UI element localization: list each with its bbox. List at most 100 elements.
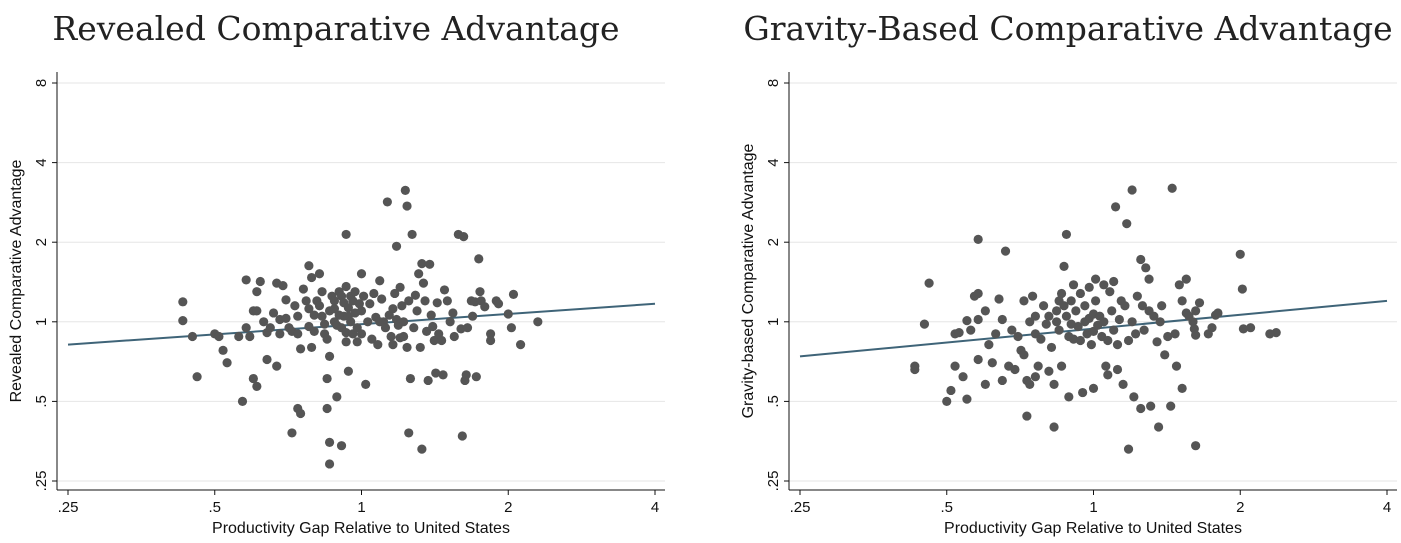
data-point — [1136, 403, 1146, 414]
data-point — [448, 308, 458, 318]
data-point — [234, 331, 244, 342]
data-point — [388, 339, 398, 350]
data-point — [214, 331, 224, 342]
data-point — [343, 303, 354, 313]
data-point — [449, 331, 459, 342]
y-axis-label: Revealed Comparative Advantage — [8, 159, 25, 402]
data-point — [324, 351, 335, 361]
data-point — [475, 287, 485, 297]
data-point — [1066, 296, 1076, 306]
data-point — [298, 284, 308, 294]
data-point — [1044, 311, 1054, 321]
data-point — [1091, 296, 1101, 306]
data-point — [1136, 254, 1146, 265]
data-point — [980, 306, 990, 316]
data-point — [485, 329, 496, 339]
data-point — [1105, 287, 1115, 297]
data-point — [1049, 422, 1059, 432]
data-point — [942, 396, 952, 406]
data-point — [293, 329, 303, 339]
x-tick-label: .25 — [58, 499, 79, 516]
y-tick-label: 4 — [765, 158, 782, 166]
y-axis-label: Gravity-based Comparative Advantage — [740, 143, 757, 418]
data-point — [259, 317, 269, 327]
data-point — [1019, 296, 1029, 306]
data-point — [1120, 301, 1130, 311]
data-point — [367, 334, 377, 344]
data-point — [1103, 335, 1113, 346]
data-point — [1051, 306, 1062, 316]
data-point — [222, 358, 232, 368]
data-point — [1030, 372, 1040, 382]
x-tick-label: 2 — [1236, 499, 1244, 516]
data-point — [1061, 311, 1072, 321]
data-point — [356, 329, 367, 339]
data-point — [432, 298, 442, 308]
data-point — [1146, 401, 1156, 411]
data-point — [363, 317, 373, 327]
data-point — [322, 373, 332, 384]
data-point — [1071, 306, 1081, 316]
data-point — [352, 337, 362, 347]
gravity-chart: Gravity-Based Comparative Advantage Prod… — [740, 9, 1397, 537]
data-point — [410, 290, 421, 300]
data-point — [275, 329, 285, 339]
data-point — [1149, 311, 1159, 321]
data-point — [1107, 306, 1117, 316]
data-point — [1207, 323, 1217, 333]
data-point — [445, 317, 455, 327]
data-point — [1064, 392, 1074, 402]
data-point — [1127, 317, 1137, 327]
data-point — [1046, 342, 1057, 353]
data-point — [365, 299, 375, 309]
data-point — [1049, 379, 1059, 389]
data-point — [1059, 261, 1069, 271]
data-point — [192, 372, 202, 382]
data-point — [1109, 325, 1119, 335]
data-point — [241, 323, 251, 333]
data-point — [1170, 329, 1180, 339]
data-point — [322, 334, 332, 344]
data-point — [329, 296, 340, 306]
data-point — [1139, 325, 1149, 335]
data-point — [382, 197, 392, 207]
x-axis-label: Productivity Gap Relative to United Stat… — [212, 520, 510, 537]
data-point — [1245, 323, 1256, 333]
data-point — [314, 269, 325, 279]
data-point — [973, 354, 983, 365]
data-point — [429, 335, 439, 346]
data-point — [1056, 288, 1067, 299]
data-point — [431, 368, 441, 378]
data-point — [997, 375, 1007, 386]
data-point — [245, 331, 255, 342]
data-point — [332, 392, 342, 402]
data-point — [248, 373, 258, 384]
data-point — [1030, 311, 1040, 321]
data-point — [317, 287, 327, 297]
data-point — [421, 326, 432, 336]
data-point — [414, 269, 424, 279]
data-point — [462, 323, 473, 333]
y-tick-label: 1 — [33, 318, 50, 326]
data-point — [1054, 325, 1064, 335]
data-point — [409, 323, 419, 333]
data-point — [1075, 335, 1085, 346]
data-point — [987, 358, 997, 368]
data-point — [405, 373, 416, 384]
data-point — [341, 281, 351, 292]
fit-line — [67, 302, 656, 346]
data-point — [1155, 317, 1165, 327]
x-tick-label: 4 — [1383, 499, 1391, 516]
data-point — [1101, 361, 1111, 371]
data-point — [423, 375, 433, 386]
x-tick-label: 1 — [1089, 499, 1097, 516]
data-point — [973, 234, 983, 244]
data-point — [306, 272, 317, 283]
data-point — [1112, 339, 1123, 350]
data-point — [1188, 317, 1198, 327]
data-point — [281, 295, 291, 305]
data-point — [309, 310, 319, 320]
data-point — [262, 354, 272, 365]
data-point — [417, 444, 427, 454]
data-point — [1123, 444, 1134, 454]
